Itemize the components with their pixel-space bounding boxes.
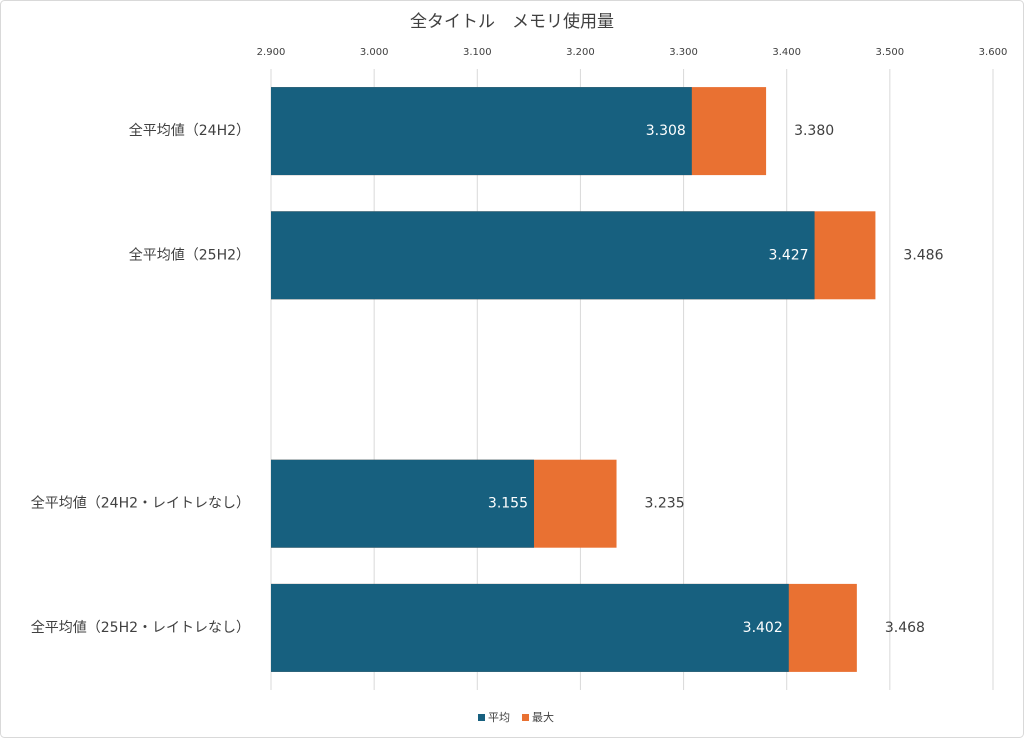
value-label: 3.486 <box>903 247 943 263</box>
legend-swatch <box>522 714 529 721</box>
legend-label: 最大 <box>532 710 554 724</box>
x-tick-label: 3.100 <box>463 47 492 58</box>
y-tick-label: 全平均値（24H2・レイトレなし） <box>31 495 250 512</box>
value-label: 3.380 <box>794 123 834 139</box>
x-tick-label: 3.200 <box>566 47 595 58</box>
x-tick-label: 2.900 <box>257 47 286 58</box>
legend-swatch <box>478 714 485 721</box>
chart-title: 全タイトル メモリ使用量 <box>410 11 614 32</box>
y-tick-label: 全平均値（24H2） <box>129 122 250 139</box>
bar <box>271 211 815 300</box>
x-tick-label: 3.600 <box>979 47 1008 58</box>
value-label: 3.402 <box>743 620 783 636</box>
y-tick-label: 全平均値（25H2） <box>129 246 250 263</box>
value-label: 3.235 <box>645 496 685 512</box>
value-label: 3.427 <box>768 247 808 263</box>
bar <box>271 87 692 176</box>
value-label: 3.155 <box>488 496 528 512</box>
value-label: 3.468 <box>885 620 925 636</box>
bar <box>271 583 789 672</box>
x-tick-label: 3.400 <box>772 47 801 58</box>
x-tick-label: 3.300 <box>669 47 698 58</box>
y-tick-label: 全平均値（25H2・レイトレなし） <box>31 619 250 636</box>
x-tick-label: 3.500 <box>876 47 905 58</box>
legend-label: 平均 <box>488 711 510 724</box>
bar <box>271 459 535 548</box>
x-tick-label: 3.000 <box>360 47 389 58</box>
value-label: 3.308 <box>646 123 686 139</box>
